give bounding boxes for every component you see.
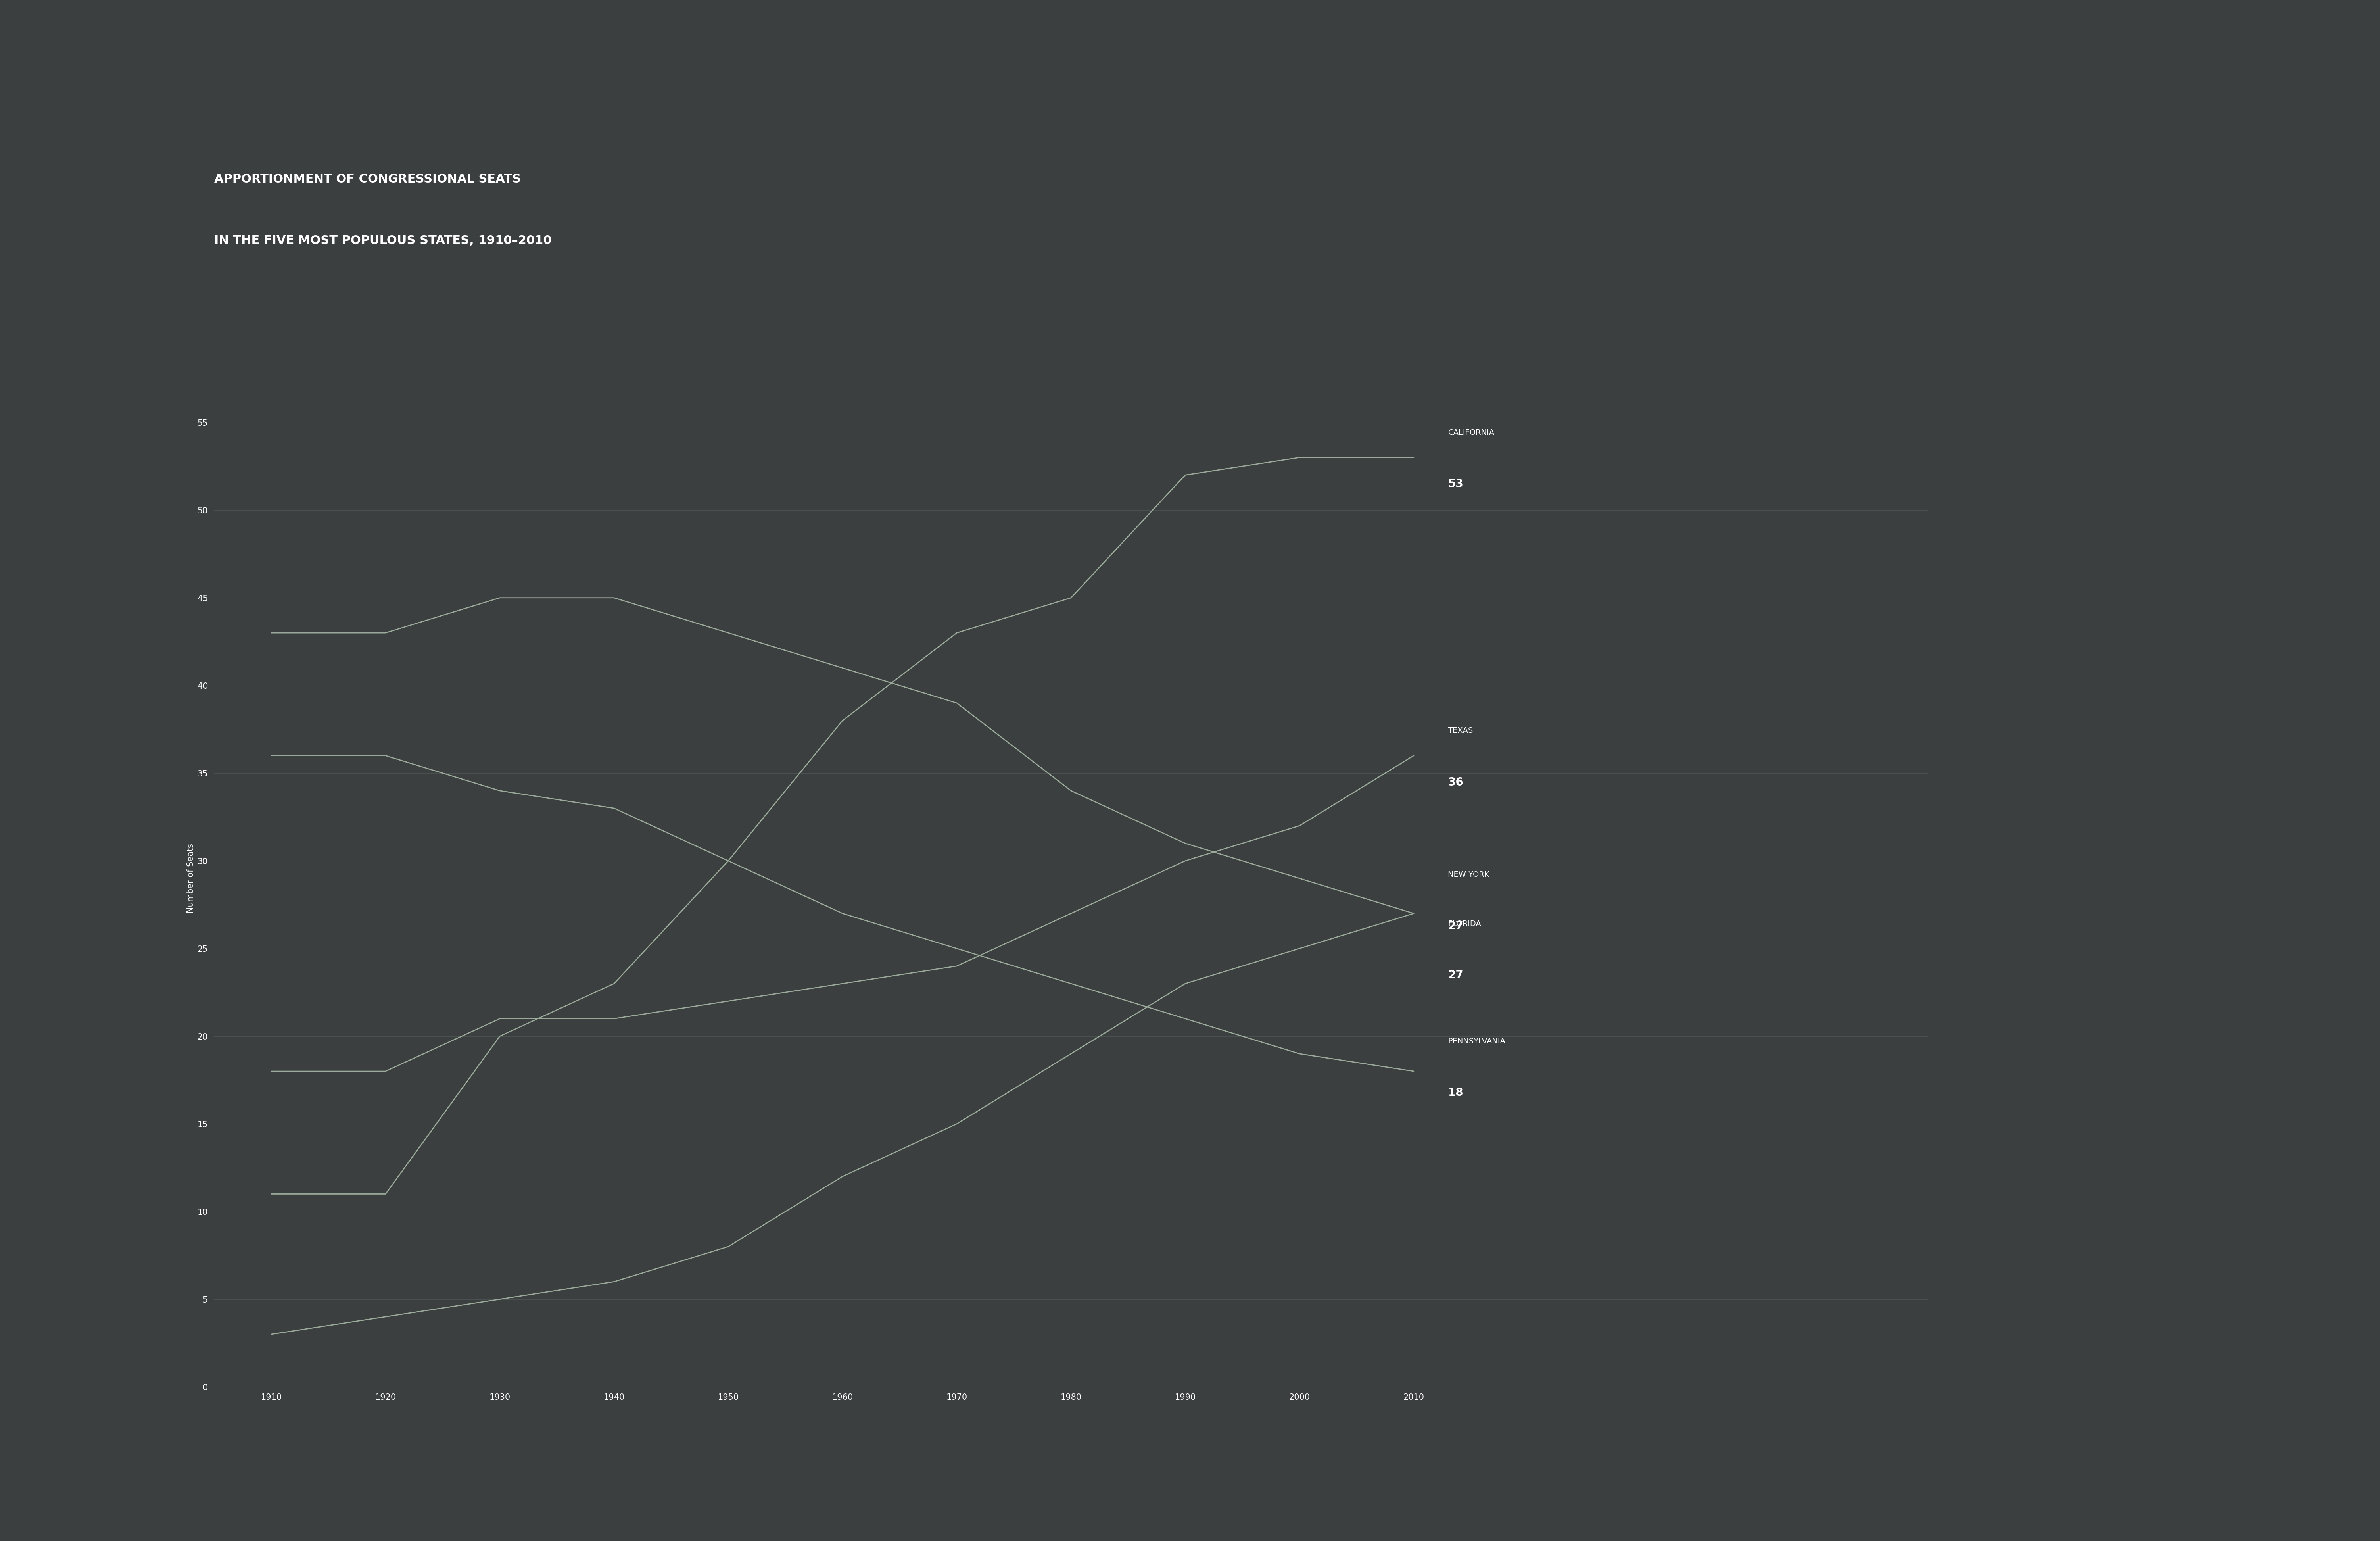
Text: 36: 36 — [1447, 777, 1464, 787]
Text: NEW YORK: NEW YORK — [1447, 871, 1490, 878]
Text: APPORTIONMENT OF CONGRESSIONAL SEATS: APPORTIONMENT OF CONGRESSIONAL SEATS — [214, 174, 521, 185]
Text: FLORIDA: FLORIDA — [1447, 920, 1480, 928]
Text: 53: 53 — [1447, 479, 1464, 490]
Text: IN THE FIVE MOST POPULOUS STATES, 1910–2010: IN THE FIVE MOST POPULOUS STATES, 1910–2… — [214, 236, 552, 247]
Text: TEXAS: TEXAS — [1447, 727, 1473, 735]
Text: 18: 18 — [1447, 1086, 1464, 1099]
Text: CALIFORNIA: CALIFORNIA — [1447, 428, 1495, 436]
Text: 27: 27 — [1447, 920, 1464, 932]
Text: 27: 27 — [1447, 969, 1464, 980]
Y-axis label: Number of Seats: Number of Seats — [186, 843, 195, 914]
Text: PENNSYLVANIA: PENNSYLVANIA — [1447, 1037, 1507, 1045]
